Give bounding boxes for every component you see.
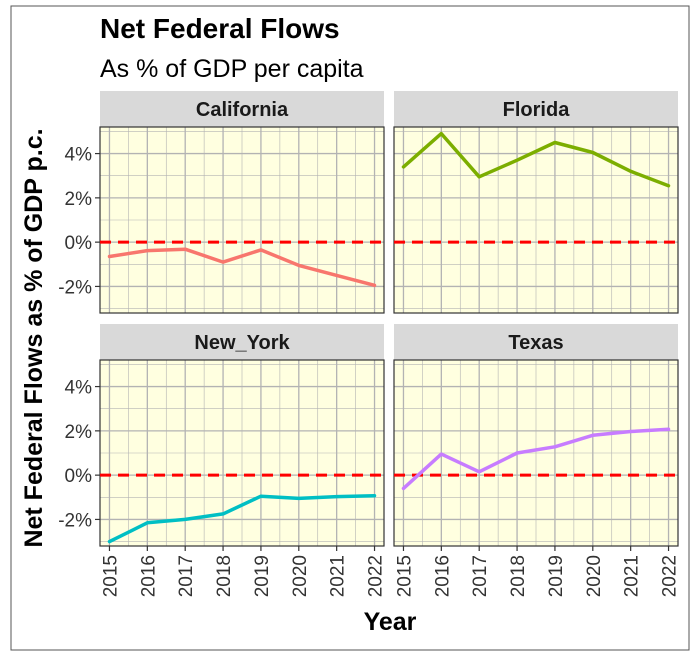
y-tick-label: -2%: [58, 510, 92, 531]
facet-california: California -2% 0% 2% 4%: [58, 91, 385, 314]
y-tick-label: 0%: [65, 233, 93, 254]
series-line-new-york: [107, 493, 377, 544]
facet-new-york: New_York -2% 0% 2% 4% 2015 2016 2017 2018 2019 202…: [58, 324, 387, 597]
x-tick-label: 2019: [252, 555, 273, 597]
facet-strip-label: New_York: [194, 332, 290, 354]
facet-strip: [100, 324, 384, 360]
y-tick-label: 2%: [65, 189, 93, 210]
x-tick-label: 2021: [622, 555, 643, 597]
facet-strip: [394, 91, 678, 127]
x-tick-label: 2016: [138, 555, 159, 597]
x-tick-label: 2015: [394, 555, 415, 597]
y-tick-label: 4%: [65, 145, 93, 166]
x-tick-label: 2016: [432, 555, 453, 597]
y-tick-label: 2%: [65, 422, 93, 443]
x-tick-label: 2022: [366, 555, 387, 597]
panel-border: [99, 359, 385, 547]
facet-strip-label: Texas: [508, 332, 563, 354]
x-tick-label: 2017: [176, 555, 197, 597]
facet-panels: California -2% 0% 2% 4% Florida New_York -2% 0% 2…: [58, 91, 681, 597]
panel-border: [99, 126, 385, 314]
x-tick-label: 2019: [546, 555, 567, 597]
x-tick-label: 2022: [660, 555, 681, 597]
series-line-california: [107, 247, 377, 288]
y-tick-label: -2%: [58, 277, 92, 298]
x-tick-label: 2017: [470, 555, 491, 597]
x-tick-label: 2018: [508, 555, 529, 597]
y-tick-label: 4%: [65, 378, 93, 399]
x-tick-label: 2021: [328, 555, 349, 597]
x-tick-label: 2020: [290, 555, 311, 597]
facet-strip-label: Florida: [503, 99, 571, 121]
x-axis-title: Year: [364, 608, 417, 636]
panel-border: [393, 126, 679, 314]
facet-texas: Texas 2015 2016 2017 2018 2019 2020 2021 2022: [393, 324, 681, 597]
series-line-florida: [401, 131, 671, 188]
facet-strip: [100, 91, 384, 127]
facet-strip-label: California: [196, 99, 289, 121]
series-line-texas: [401, 427, 671, 491]
y-tick-label: 0%: [65, 466, 93, 487]
facet-florida: Florida: [393, 91, 679, 314]
y-axis-title: Net Federal Flows as % of GDP p.c.: [20, 128, 48, 547]
chart-title: Net Federal Flows: [100, 13, 340, 44]
x-tick-label: 2018: [214, 555, 235, 597]
x-tick-label: 2020: [584, 555, 605, 597]
x-tick-label: 2015: [100, 555, 121, 597]
facet-strip: [394, 324, 678, 360]
chart-subtitle: As % of GDP per capita: [100, 55, 364, 83]
panel-border: [393, 359, 679, 547]
